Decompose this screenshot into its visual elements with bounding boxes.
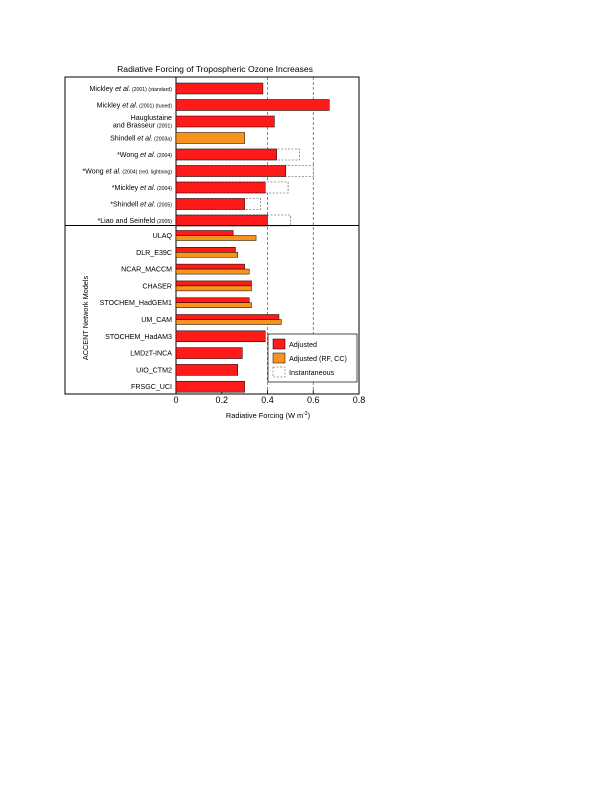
legend-swatch-adjusted-rf-cc <box>272 352 286 364</box>
bar-adjusted <box>175 115 275 128</box>
model-label-chaser: CHASER <box>142 282 172 290</box>
study-label-part: (2001) (tuned) <box>138 104 173 110</box>
study-label-part: and Brasseur <box>113 122 157 130</box>
bar-adjusted <box>175 148 277 161</box>
study-label-part: Mickley <box>97 102 123 110</box>
x-axis-label-text: Radiative Forcing (W m <box>226 411 303 420</box>
legend-swatch-instantaneous <box>272 366 286 378</box>
legend-swatch-adjusted <box>272 338 286 350</box>
study-label: *Mickley et al. (2004) <box>112 184 172 192</box>
study-label-part: *Mickley <box>112 184 140 192</box>
bar-adjusted-rf-cc <box>175 235 257 241</box>
bar-adjusted <box>175 198 245 210</box>
study-label-part: et al. <box>122 102 137 110</box>
bar-adjusted <box>175 330 266 343</box>
bar-adjusted <box>175 347 243 359</box>
study-label-part: *Liao and Seinfeld <box>97 217 157 225</box>
model-label-stochem-hadgem1: STOCHEM_HadGEM1 <box>100 299 172 307</box>
bar-adjusted <box>175 247 236 253</box>
study-label-part: Mickley <box>89 85 115 93</box>
study-label-part: (2005) <box>156 203 173 209</box>
study-label-part: et al. <box>140 184 155 192</box>
bar-adjusted <box>175 280 252 287</box>
bar-adjusted <box>175 297 250 303</box>
study-label-part: Hauglustaine <box>131 114 172 122</box>
chart-title: Radiative Forcing of Tropospheric Ozone … <box>117 64 313 74</box>
bar-adjusted <box>175 99 330 111</box>
model-label-um-cam: UM_CAM <box>141 316 172 324</box>
study-label-part: et al. <box>137 135 152 143</box>
bar-adjusted <box>175 214 268 227</box>
bar-adjusted <box>175 165 287 177</box>
bar-adjusted-rf-cc <box>175 268 250 275</box>
study-label-part: (2004) (red. lightning) <box>121 170 172 176</box>
study-label-part: *Shindell <box>110 201 140 209</box>
study-label: *Liao and Seinfeld (2005) <box>97 217 172 225</box>
study-label: and Brasseur (2001) <box>113 122 172 130</box>
labels-layer: 0 0.2 0.4 0.6 0.8 Mickley et al. (2001) (stan… <box>82 85 365 405</box>
model-label-lmdzt-inca: LMDzT-INCA <box>130 350 172 358</box>
study-label-part: (2004) <box>156 186 173 192</box>
study-label-part: (2001) <box>157 124 172 130</box>
study-label-part: et al. <box>140 201 155 209</box>
x-tick-label: 0.6 <box>307 395 320 405</box>
study-label-part: et al. <box>106 168 121 176</box>
bar-adjusted <box>175 380 245 393</box>
legend-label-instantaneous: Instantaneous <box>289 368 335 377</box>
x-tick-label: 0.8 <box>353 395 366 405</box>
study-label-part: (2003a) <box>153 137 173 143</box>
x-tick-label: 0.4 <box>261 395 274 405</box>
study-label: *Wong et al. (2004) (red. lightning) <box>82 168 172 176</box>
x-axis-label: Radiative Forcing (W m-2) <box>226 411 310 420</box>
bars-layer <box>175 82 330 393</box>
bar-adjusted-rf-cc <box>175 132 245 144</box>
bar-adjusted <box>175 263 245 270</box>
x-axis-label-close: ) <box>308 411 310 420</box>
study-label: *Shindell et al. (2005) <box>110 201 172 209</box>
x-tick-label: 0.2 <box>215 395 228 405</box>
study-label: Hauglustaine <box>131 114 172 122</box>
study-label-part: *Wong <box>117 151 140 159</box>
model-label-dlr-e39c: DLR_E39C <box>136 249 172 257</box>
study-label: Mickley et al. (2001) (standard) <box>89 85 172 93</box>
study-label-part: et al. <box>115 85 130 93</box>
study-label-part: et al. <box>140 151 155 159</box>
model-label-frsgc-uci: FRSGC_UCI <box>131 383 172 391</box>
study-label: *Wong et al. (2004) <box>117 151 172 159</box>
x-axis-label-exponent: -2 <box>303 411 308 417</box>
study-label-part: (2001) (standard) <box>130 87 172 93</box>
bar-adjusted-rf-cc <box>175 319 282 325</box>
study-label: Mickley et al. (2001) (tuned) <box>97 102 173 110</box>
bar-adjusted <box>175 364 239 376</box>
bar-adjusted-rf-cc <box>175 252 239 258</box>
model-label-ulaq: ULAQ <box>153 232 173 240</box>
accent-group-label: ACCENT Network Models <box>81 276 90 361</box>
model-label-stochem-hadam3: STOCHEM_HadAM3 <box>105 333 172 341</box>
model-label-ncar-maccm: NCAR_MACCM <box>121 266 172 274</box>
bar-adjusted-rf-cc <box>175 285 252 292</box>
model-label-uio-ctm2: UIO_CTM2 <box>136 366 172 374</box>
legend-label-adjusted: Adjusted <box>289 340 317 349</box>
study-label-part: (2004) <box>156 153 173 159</box>
plot-frame <box>64 76 360 395</box>
bar-adjusted <box>175 82 264 95</box>
bar-adjusted <box>175 230 234 236</box>
study-label-part: Shindell <box>110 135 137 143</box>
bar-adjusted <box>175 314 280 320</box>
bar-adjusted-rf-cc <box>175 302 252 308</box>
study-label: Shindell et al. (2003a) <box>110 135 172 143</box>
x-tick-label: 0 <box>173 395 178 405</box>
bar-adjusted <box>175 181 266 194</box>
legend-label-adjusted-rf-cc: Adjusted (RF, CC) <box>289 354 347 363</box>
legend: Adjusted Adjusted (RF, CC) Instantaneous <box>267 333 358 383</box>
study-label-part: (2005) <box>157 219 172 225</box>
study-label-part: *Wong <box>82 168 105 176</box>
